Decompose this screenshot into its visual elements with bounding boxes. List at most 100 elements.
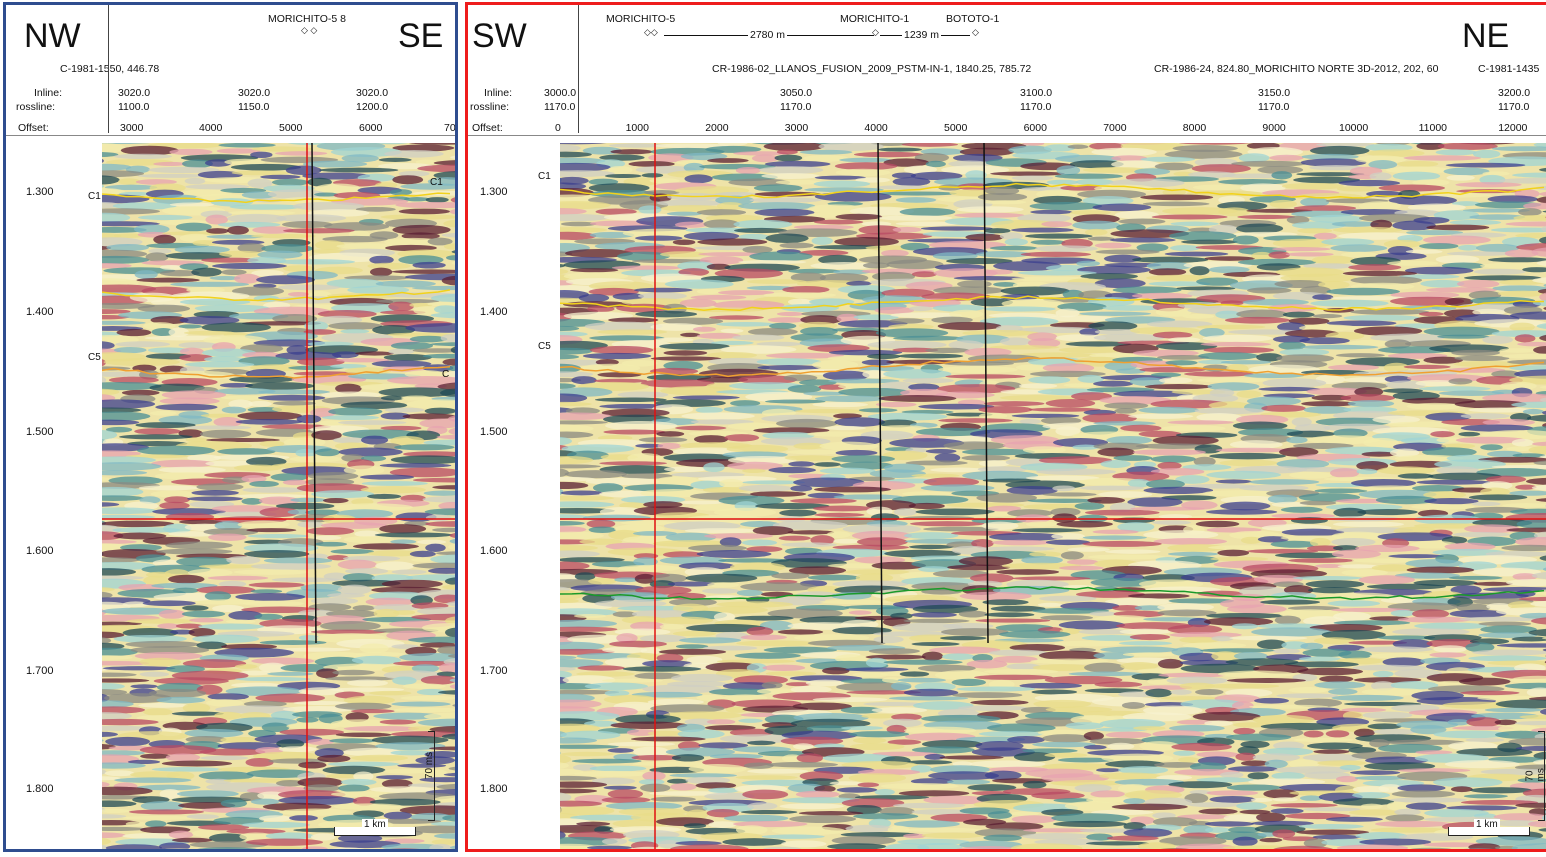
seismic-reflector (367, 550, 423, 557)
seismic-reflector (1433, 730, 1510, 739)
seismic-reflector (720, 328, 744, 334)
seismic-reflector (710, 340, 754, 345)
seismic-reflector (258, 496, 300, 505)
seismic-reflector (803, 391, 846, 396)
seismic-reflector (1506, 579, 1546, 587)
seismic-reflector (1466, 717, 1502, 727)
seismic-reflector (1300, 197, 1330, 207)
seismic-reflector (833, 413, 862, 419)
seismic-reflector (685, 623, 766, 633)
horizon-label-c5: C5 (538, 341, 551, 352)
seismic-reflector (259, 440, 285, 447)
seismic-reflector (322, 765, 386, 775)
seismic-reflector (883, 659, 963, 665)
seismic-reflector (1145, 688, 1172, 698)
seismic-reflector (1184, 371, 1254, 377)
seismic-reflector (314, 448, 340, 457)
seismic-reflector (604, 690, 630, 697)
seismic-reflector (893, 802, 966, 809)
seismic-reflector (402, 451, 455, 457)
seismic-reflector (424, 407, 455, 415)
seismic-reflector (1099, 848, 1154, 849)
seismic-reflector (910, 171, 963, 181)
seismic-reflector (658, 648, 727, 655)
seismic-reflector (1511, 401, 1546, 408)
seismic-reflector (1153, 538, 1228, 545)
seismic-reflector (701, 588, 740, 594)
seismic-reflector (137, 173, 208, 178)
seismic-reflector (1117, 522, 1155, 532)
seismic-reflector (942, 622, 994, 630)
seismic-reflector (975, 250, 1032, 258)
seismic-reflector (1167, 624, 1223, 635)
seismic-reflector (1042, 492, 1097, 497)
seismic-reflector (218, 143, 276, 148)
seismic-reflector (1206, 790, 1259, 796)
seismic-reflector (650, 704, 725, 713)
seismic-reflector (251, 657, 315, 665)
seismic-reflector (886, 259, 944, 270)
seismic-reflector (630, 846, 666, 849)
seismic-reflector (897, 353, 964, 359)
seismic-reflector (1499, 177, 1546, 184)
seismic-reflector (982, 599, 1029, 606)
seismic-reflector (128, 809, 205, 815)
seismic-reflector (373, 712, 442, 720)
seismic-reflector (449, 684, 455, 689)
crossline-value: 1170.0 (1258, 101, 1290, 113)
seismic-reflector (923, 526, 999, 532)
seismic-reflector (1280, 535, 1345, 541)
seismic-reflector (354, 530, 381, 538)
seismic-reflector (1207, 382, 1260, 391)
seismic-reflector (1118, 218, 1166, 225)
well-labels: MORICHITO-5 8 (268, 13, 346, 25)
seismic-reflector (153, 234, 177, 245)
seismic-reflector (165, 252, 233, 260)
seismic-reflector (965, 170, 987, 180)
seismic-section-left: C1 C (102, 143, 455, 849)
seismic-reflector (249, 480, 279, 488)
seismic-reflector (875, 849, 926, 852)
seismic-reflector (283, 228, 355, 234)
seismic-reflector (633, 553, 659, 559)
seismic-reflector (1297, 228, 1333, 234)
seismic-reflector (775, 179, 823, 185)
well-track-line (877, 143, 883, 644)
seismic-reflector (330, 364, 367, 369)
seismic-reflector (1226, 733, 1292, 741)
seismic-reflector (314, 240, 345, 250)
seismic-reflector (108, 376, 159, 384)
seismic-reflector (560, 751, 614, 757)
seismic-reflector (1397, 473, 1434, 479)
seismic-reflector (102, 700, 134, 708)
seismic-reflector (196, 641, 228, 650)
seismic-reflector (1542, 567, 1546, 571)
seismic-reflector (272, 400, 316, 406)
seismic-reflector (873, 635, 904, 644)
seismic-reflector (153, 161, 188, 166)
seismic-reflector (690, 419, 754, 425)
seismic-reflector (314, 183, 362, 194)
seismic-reflector (235, 592, 306, 601)
seismic-reflector (1290, 517, 1328, 524)
seismic-reflector (181, 610, 226, 618)
seismic-reflector (1027, 498, 1102, 503)
seismic-reflector (1010, 811, 1039, 816)
seismic-reflector (1215, 310, 1241, 319)
seismic-reflector (781, 542, 837, 548)
seismic-reflector (1082, 540, 1162, 547)
seismic-reflector (1119, 628, 1171, 635)
seismic-reflector (1385, 814, 1425, 822)
seismic-reflector (159, 397, 220, 405)
seismic-reflector (708, 688, 772, 696)
seismic-reflector (369, 255, 394, 265)
seismic-reflector (1336, 186, 1379, 192)
seismic-reflector (388, 348, 415, 355)
seismic-reflector (1298, 656, 1341, 662)
seismic-reflector (161, 760, 233, 767)
seismic-reflector (1118, 766, 1169, 775)
seismic-reflector (767, 317, 807, 323)
seismic-reflector (1357, 508, 1418, 516)
seismic-reflector (1208, 266, 1250, 274)
seismic-reflector (102, 320, 146, 325)
